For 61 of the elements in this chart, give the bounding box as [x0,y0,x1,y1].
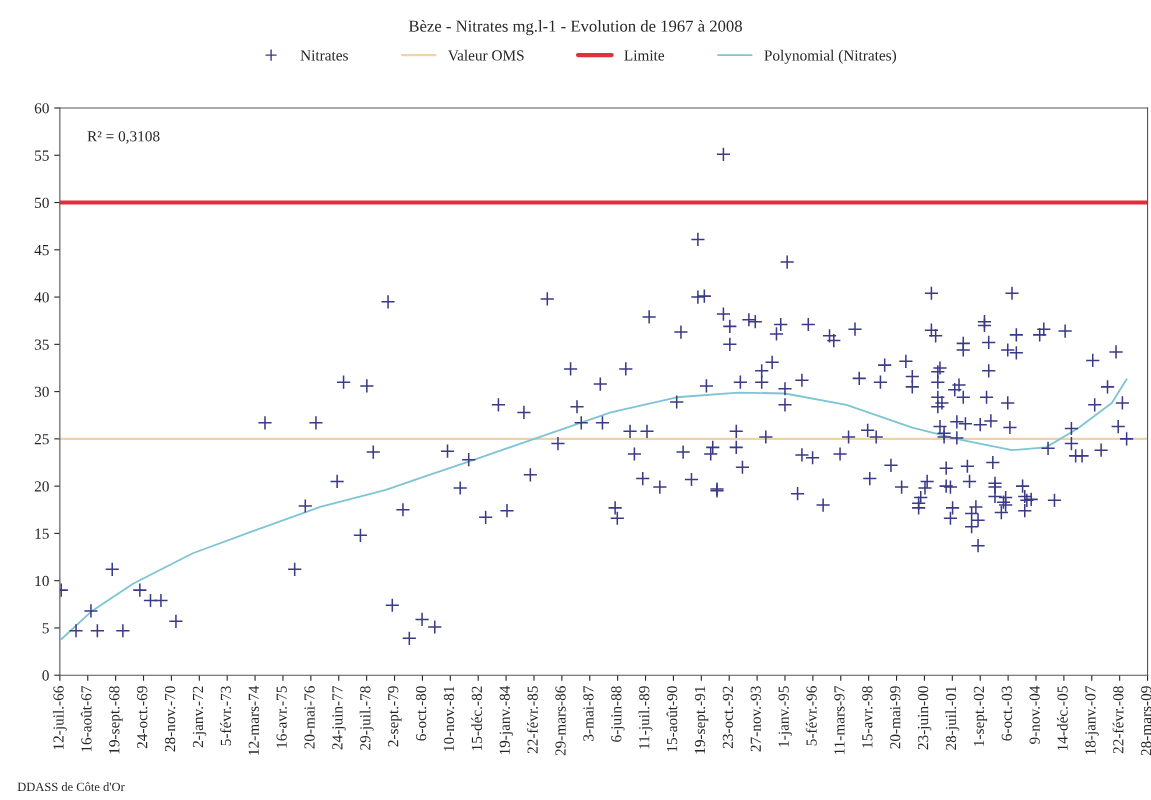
y-tick-label: 60 [34,103,49,114]
x-tick-label: 15-déc.-82 [471,686,483,751]
x-tick-label: 20-mai-99 [890,686,901,749]
x-tick-label: 19-janv.-84 [499,685,514,755]
y-tick-label: 40 [34,292,49,303]
x-tick-label: 14-déc.-05 [1056,686,1068,751]
x-tick-label: 15-août-90 [666,686,678,752]
x-tick-label: 23-juin-00 [917,686,932,750]
x-tick-label: 24-juin-77 [332,686,346,750]
x-tick-label: 6-juin-88 [611,686,625,742]
x-tick-label: 1-sept.-02 [973,686,988,746]
x-tick-label: 20-mai-76 [304,686,315,749]
x-tick-label: 16-avr.-75 [276,686,287,748]
annotation: R² = 0,3108 [87,131,160,144]
x-tick-label: 22-févr.-85 [526,686,538,754]
x-tick-label: 29-mars-86 [555,686,566,756]
y-tick-label: 45 [34,245,49,256]
legend-label: Valeur OMS [447,49,524,61]
x-tick-label: 2-sept.-79 [388,686,402,747]
chart-title: Bèze - Nitrates mg.l-1 - Evolution de 1967 à 2008 [408,20,742,36]
x-tick-label: 9-nov.-04 [1029,685,1040,744]
x-tick-label: 6-oct.-03 [1001,686,1012,741]
y-tick-label: 15 [35,528,49,539]
x-tick-label: 19-sept.-91 [694,686,709,754]
legend-label: Polynomial (Nitrates) [764,49,897,64]
x-tick-label: 12-mars-74 [248,685,259,755]
y-tick-label: 35 [34,339,49,350]
legend-label: Limite [624,50,665,61]
x-tick-label: 3-mai-87 [583,686,594,741]
x-tick-label: 18-janv.-07 [1085,686,1099,755]
text: DDASS de Côte d'Or [17,782,125,792]
x-tick-label: 24-oct.-69 [137,686,148,749]
legend-label: Nitrates [300,50,348,61]
x-tick-label: 5-févr.-96 [805,686,817,746]
y-tick-label: 50 [35,197,49,208]
x-tick-label: 11-mars-97 [834,686,845,755]
x-tick-label: 2-janv.-72 [192,686,207,748]
x-tick-label: 5-févr.-73 [220,686,232,746]
x-tick-label: 6-oct.-80 [415,686,427,741]
y-tick-label: 0 [42,670,49,681]
x-tick-label: 19-sept.-68 [109,686,123,754]
x-tick-label: 28-mars-09 [1141,686,1151,756]
x-tick-label: 22-févr.-08 [1112,686,1124,754]
y-tick-label: 30 [34,386,49,398]
y-tick-label: 10 [35,575,49,587]
x-tick-label: 29-juil.-78 [359,686,374,750]
x-tick-label: 10-nov.-81 [443,686,455,751]
y-tick-label: 25 [34,434,49,445]
x-tick-label: 11-juil.-89 [638,686,653,749]
line-series [60,378,1128,641]
x-tick-label: 23-oct.-92 [722,686,734,749]
x-tick-label: 1-janv.-95 [778,686,792,747]
x-tick-label: 15-avr.-98 [862,686,873,748]
x-tick-label: 16-août-67 [80,686,92,752]
x-tick-label: 27-nov.-93 [750,686,761,752]
y-tick-label: 55 [35,150,49,161]
x-tick-label: 28-nov.-70 [164,686,176,752]
y-tick-label: 20 [34,481,49,492]
y-tick-label: 5 [42,623,49,634]
x-tick-label: 12-juil.-66 [52,686,67,750]
x-tick-label: 28-juil.-01 [945,686,960,750]
